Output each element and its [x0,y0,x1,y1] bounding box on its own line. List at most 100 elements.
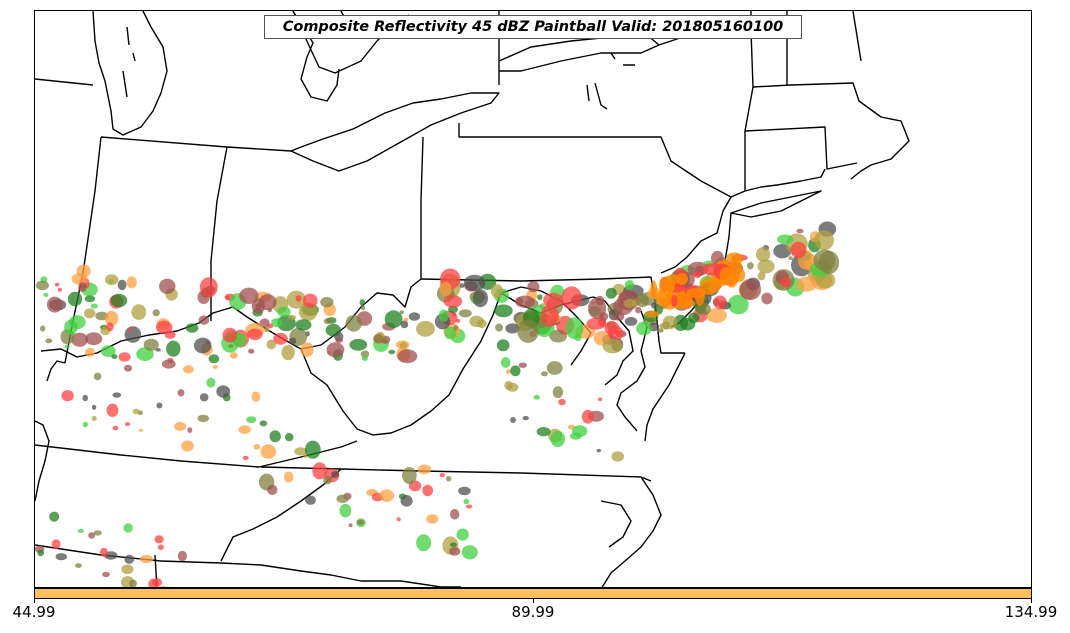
storm-blob [199,277,218,298]
storm-blob [121,564,134,575]
storm-blob [277,306,291,317]
border-tn-nc [220,468,342,562]
storm-blob [51,539,61,550]
storm-blob [181,440,194,452]
storm-blob [166,340,181,357]
storm-blob [331,470,340,478]
storm-blob [527,281,540,293]
map-title: Composite Reflectivity 45 dBZ Paintball … [264,15,802,39]
storm-blob [78,282,87,292]
storm-blob [373,334,384,344]
storm-blob [45,338,53,344]
storm-blob [323,475,332,485]
lake-ontario-islands [610,52,635,66]
storm-blob [67,291,83,307]
storm-blob [228,344,234,348]
storm-blob [123,364,133,372]
storm-blob [558,330,564,334]
storm-blob [796,276,817,292]
storm-blob [788,256,794,261]
storm-blob [124,422,131,427]
storm-blob [156,402,163,409]
storm-blob [450,509,460,520]
storm-blob [400,320,409,329]
storm-blob [84,295,96,303]
storm-blob [446,476,452,482]
storm-blob [477,319,487,329]
storm-blob [128,326,133,332]
storm-blob [536,427,551,437]
storm-blob [84,308,96,319]
storm-blob [266,339,277,350]
storm-blob [260,444,277,459]
storm-blob [543,292,564,308]
storm-blob [222,327,238,343]
storm-blob [238,425,251,434]
storm-blob [198,315,210,325]
border-south [35,544,461,587]
storm-blob [248,348,255,354]
storm-blob [408,312,421,321]
storm-blob [450,542,457,547]
storm-blob [624,280,635,290]
storm-blob [552,386,564,399]
colorbar-tick [34,599,35,603]
storm-blob [561,286,582,310]
storm-blob [518,362,527,368]
colorbar-tick-label-max: 134.99 [1004,603,1058,621]
storm-blob [335,337,344,343]
storm-blob [164,330,176,339]
storm-blob [396,517,401,522]
storm-blob [348,523,353,528]
storm-blob [281,344,295,361]
storm-blob [659,276,675,295]
storm-blob [379,489,395,502]
storm-blob [550,430,565,448]
storm-blob [143,338,159,351]
storm-blob [465,504,473,509]
storm-blob [359,299,366,306]
storm-blob [438,309,449,322]
storm-blob [657,328,664,333]
storm-blob [46,296,63,313]
map-frame [34,10,1032,588]
storm-blob [75,563,82,568]
storm-blob [494,304,513,318]
storm-blob [339,503,352,518]
storm-blob [455,318,461,323]
storm-blob [123,523,133,533]
storm-blob [453,325,458,331]
coast-delmarva [644,352,686,442]
border-illinois-kentucky [46,360,66,382]
storm-blob [780,276,792,288]
storm-blob [541,371,548,377]
storm-blob [586,317,606,330]
storm-blob [402,467,417,485]
storm-blob [253,444,261,450]
storm-blob [93,372,102,381]
storm-blob [635,306,642,314]
storm-blob [444,326,457,340]
storm-blob [77,528,84,533]
storm-blob [747,262,754,270]
storm-blob [417,464,432,475]
storm-blob [458,309,472,318]
storm-blob [185,323,199,333]
storm-blob [671,292,693,310]
border-ky-tn [35,440,358,468]
storm-blob [673,314,689,331]
border-michigan-indiana-ohio [100,136,292,152]
storm-blob [152,309,160,317]
storm-blob [288,337,297,345]
storm-blob [361,355,368,362]
storm-blob [581,409,594,424]
storm-blob [61,390,74,402]
storm-blob [400,495,413,507]
storm-blob [267,307,272,313]
storm-blob [706,308,727,323]
border-ohio-pennsylvania [420,136,424,279]
storm-blob [757,271,766,281]
storm-blob [546,361,563,375]
border-new-england [744,11,882,170]
storm-blob [199,393,209,402]
